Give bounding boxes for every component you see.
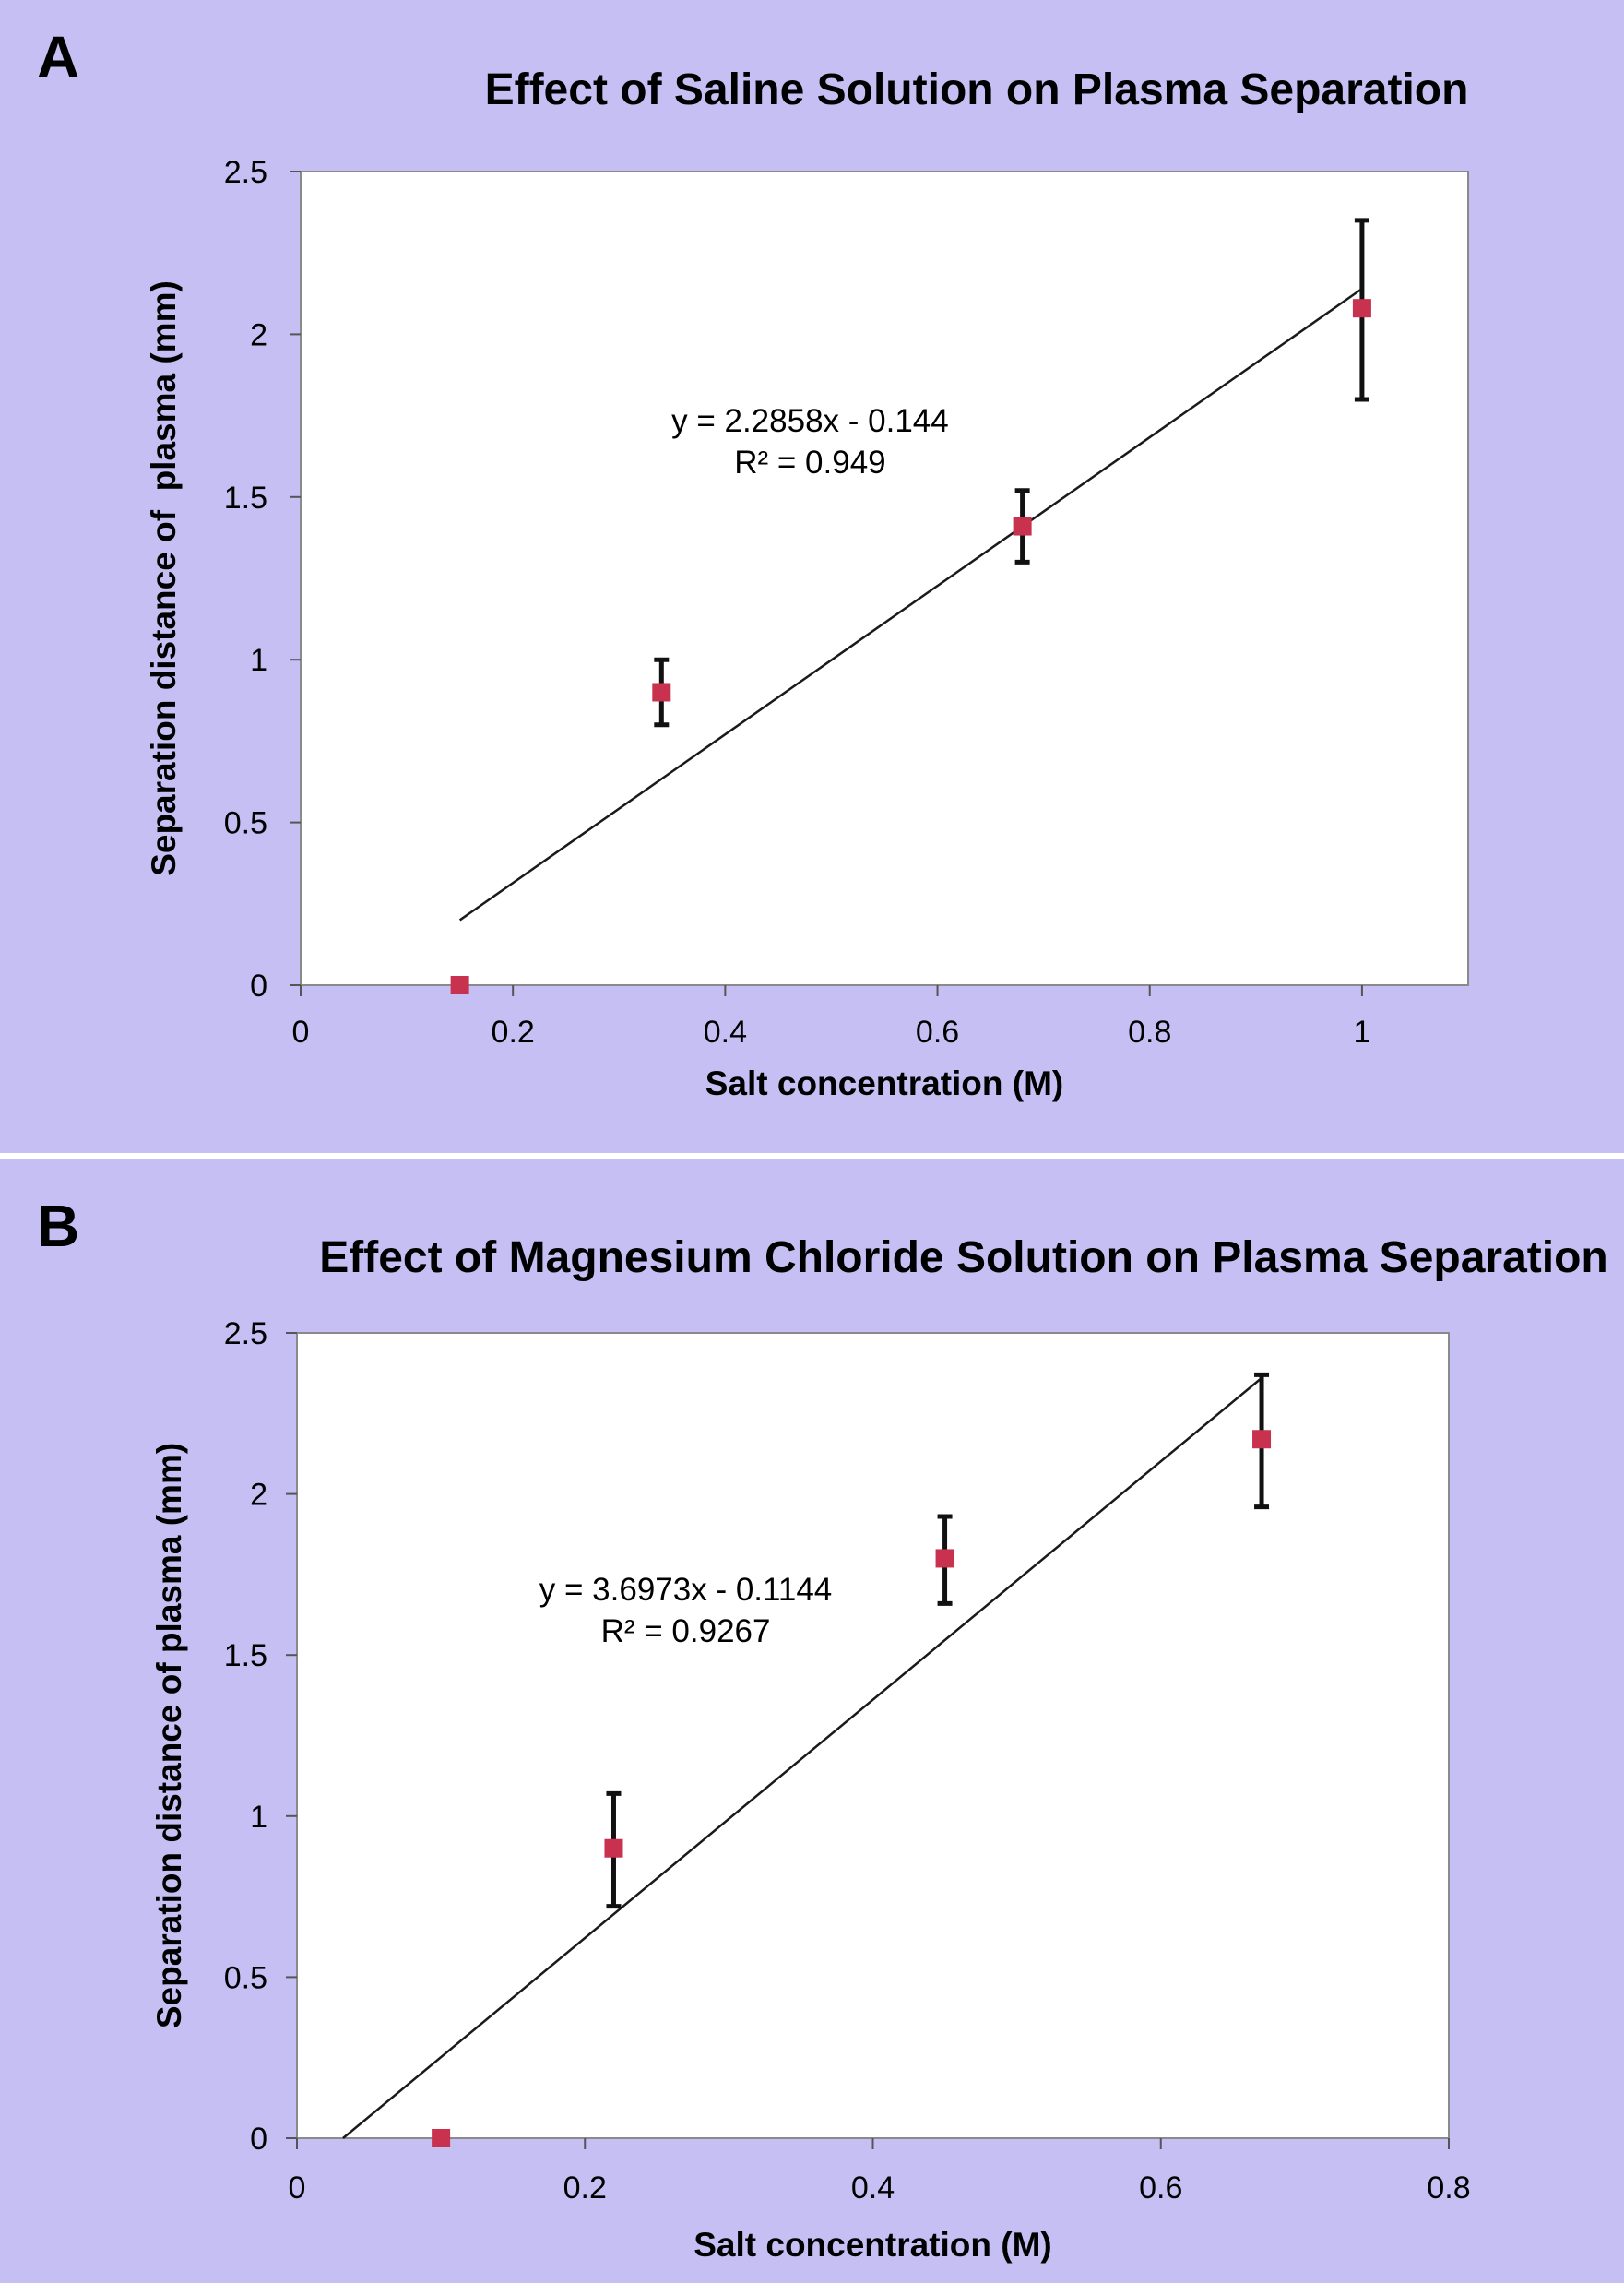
plot-area xyxy=(296,1332,1450,2139)
y-tick-label: 2.5 xyxy=(224,155,267,190)
y-tick-label: 0 xyxy=(250,969,267,1004)
y-tick-label: 0.5 xyxy=(224,1960,267,1995)
y-tick-label: 1.5 xyxy=(224,1638,267,1673)
y-tick-label: 1.5 xyxy=(224,481,267,516)
chart-a-svg: A Effect of Saline Solution on Plasma Sep… xyxy=(37,24,1469,1102)
trendline xyxy=(342,1376,1262,2139)
data-point xyxy=(604,1838,623,1858)
chart-panel-a: A Effect of Saline Solution on Plasma Sep… xyxy=(0,0,1624,1153)
y-tick-label: 0.5 xyxy=(224,806,267,841)
r-squared-label: R² = 0.949 xyxy=(734,445,885,481)
r-squared-label: R² = 0.9267 xyxy=(601,1613,771,1649)
data-point xyxy=(432,2129,451,2147)
y-tick-label: 2.5 xyxy=(224,1316,267,1351)
trendline-equation: y = 2.2858x - 0.144 xyxy=(671,403,949,439)
x-tick-label: 0.2 xyxy=(563,2170,607,2206)
chart-title: Effect of Saline Solution on Plasma Sepa… xyxy=(485,65,1469,114)
x-axis-label: Salt concentration (M) xyxy=(693,2226,1052,2264)
panel-label: B xyxy=(37,1193,79,1259)
plot-area xyxy=(300,171,1469,986)
x-tick-label: 0.6 xyxy=(1139,2170,1182,2206)
x-tick-label: 1 xyxy=(1353,1015,1370,1050)
y-tick-label: 1 xyxy=(250,1800,267,1835)
y-axis-label: Separation distance of plasma (mm) xyxy=(150,1443,188,2028)
chart-panel-b: B Effect of Magnesium Chloride Solution o… xyxy=(0,1159,1624,2283)
panel-label: A xyxy=(37,24,79,90)
x-tick-label: 0.8 xyxy=(1128,1015,1171,1050)
trendline xyxy=(458,287,1363,922)
data-point xyxy=(652,683,671,702)
trendline-equation: y = 3.6973x - 0.1144 xyxy=(539,1572,833,1608)
data-point xyxy=(1013,517,1032,536)
x-tick-label: 0.2 xyxy=(492,1015,535,1050)
x-tick-label: 0.8 xyxy=(1427,2170,1470,2206)
x-tick-label: 0 xyxy=(289,2170,306,2206)
chart-b-svg: B Effect of Magnesium Chloride Solution o… xyxy=(37,1193,1608,2264)
x-tick-label: 0.6 xyxy=(916,1015,959,1050)
x-axis-label: Salt concentration (M) xyxy=(705,1064,1064,1102)
x-tick-label: 0.4 xyxy=(704,1015,747,1050)
data-point xyxy=(450,976,469,994)
y-tick-label: 1 xyxy=(250,643,267,678)
y-axis-label: Separation distance of plasma (mm) xyxy=(145,280,183,876)
x-tick-label: 0.4 xyxy=(851,2170,895,2206)
data-point xyxy=(1352,299,1371,318)
y-tick-label: 0 xyxy=(250,2122,267,2157)
y-tick-label: 2 xyxy=(250,317,267,352)
chart-title: Effect of Magnesium Chloride Solution on… xyxy=(319,1233,1608,1282)
data-point xyxy=(935,1549,954,1568)
x-tick-label: 0 xyxy=(292,1015,310,1050)
data-point xyxy=(1252,1430,1272,1449)
y-tick-label: 2 xyxy=(250,1478,267,1513)
